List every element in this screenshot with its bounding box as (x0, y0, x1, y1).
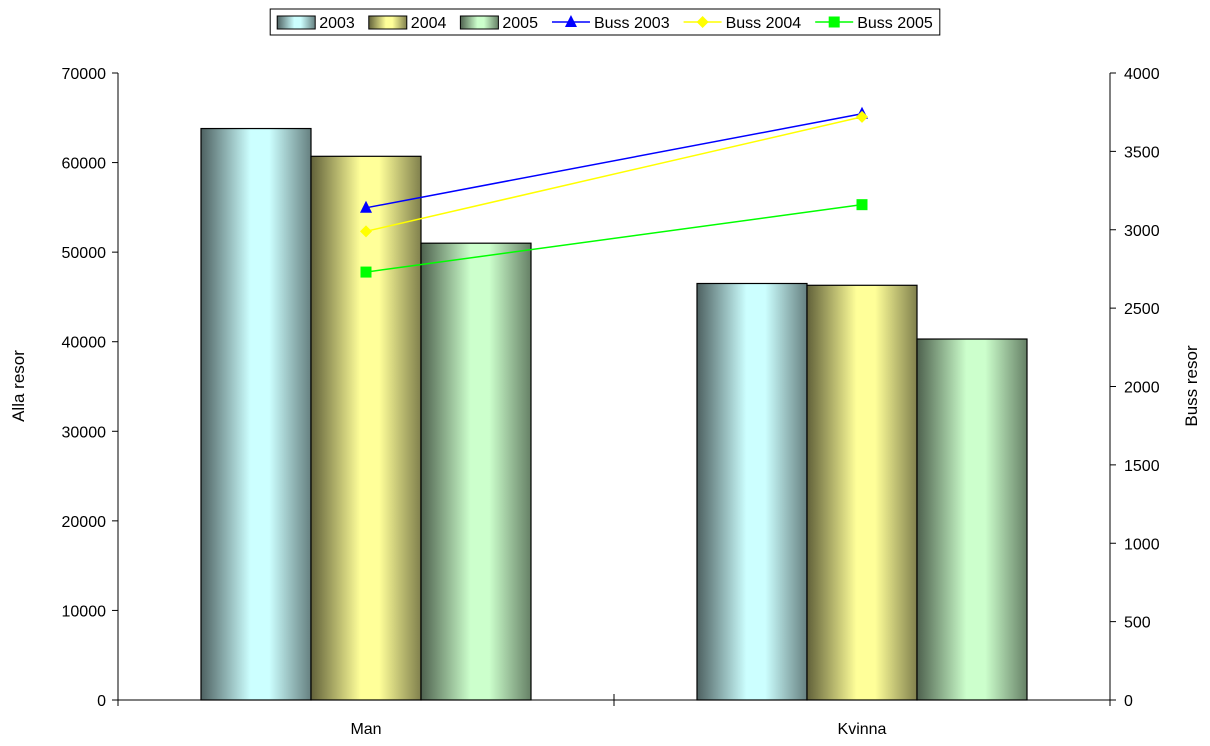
bar-2005-Kvinna (916, 338, 1028, 701)
legend: 2003 2004 2005 Buss 2003 Buss 2004 Buss 2005 (269, 8, 941, 36)
legend-item-2004: 2004 (368, 15, 447, 32)
y-tick-label: 10000 (62, 603, 107, 620)
legend-item-Buss 2004: Buss 2004 (683, 15, 802, 32)
legend-label: Buss 2003 (594, 15, 670, 32)
legend-marker-Buss 2005 (828, 16, 840, 28)
y2-tick-label: 0 (1124, 693, 1133, 710)
line-Buss 2003 (365, 113, 863, 209)
legend-label: Buss 2004 (726, 15, 802, 32)
y2-tick-label: 1500 (1124, 458, 1160, 475)
y2-tick-label: 500 (1124, 615, 1151, 632)
point-Buss 2004-Kvinna (856, 110, 868, 123)
y-axis-title: Alla resor (9, 350, 28, 422)
line-Buss 2004 (365, 116, 863, 233)
legend-item-Buss 2003: Buss 2003 (551, 15, 670, 32)
x-tick-label: Man (350, 721, 381, 738)
legend-label: 2004 (411, 15, 447, 32)
legend-label: Buss 2005 (857, 15, 933, 32)
line-Buss 2005 (365, 203, 863, 273)
bar-2003-Kvinna (696, 282, 808, 701)
bar-2004-Kvinna (806, 284, 918, 701)
legend-marker-Buss 2004 (696, 16, 709, 28)
y2-tick-label: 4000 (1124, 66, 1160, 83)
point-Buss 2005-Man (360, 266, 372, 278)
point-Buss 2004-Man (360, 225, 372, 238)
legend-label: 2005 (502, 15, 538, 32)
y2-axis-title: Buss resor (1182, 345, 1201, 427)
y-tick-label: 50000 (62, 245, 107, 262)
y-tick-label: 70000 (62, 66, 107, 83)
right-axis: 0 500 1000 1500 2000 2500 3000 3500 4000 (1109, 66, 1160, 710)
legend-label: 2003 (319, 15, 355, 32)
legend-item-2005: 2005 (459, 15, 538, 32)
left-axis: 0 10000 20000 30000 40000 50000 60000 70000 (62, 66, 119, 710)
y-tick-label: 30000 (62, 424, 107, 441)
point-Buss 2005-Kvinna (856, 199, 868, 211)
bars (200, 127, 1028, 701)
y2-tick-label: 2500 (1124, 301, 1160, 318)
legend-item-2003: 2003 (276, 15, 355, 32)
point-Buss 2003-Man (360, 200, 372, 213)
bar-2003-Man (200, 127, 312, 701)
y2-tick-label: 1000 (1124, 536, 1160, 553)
bar-2004-Man (310, 155, 422, 701)
bar-2005-Man (420, 242, 532, 701)
legend-item-Buss 2005: Buss 2005 (815, 15, 933, 32)
y-tick-label: 40000 (62, 335, 107, 352)
lines (360, 106, 868, 278)
x-tick-label: Kvinna (838, 721, 887, 738)
y2-tick-label: 3500 (1124, 144, 1160, 161)
legend-marker-Buss 2003 (564, 15, 577, 27)
y-tick-label: 20000 (62, 514, 107, 531)
y2-tick-label: 3000 (1124, 223, 1160, 240)
y2-tick-label: 2000 (1124, 380, 1160, 397)
y-tick-label: 60000 (62, 156, 107, 173)
y-tick-label: 0 (97, 693, 106, 710)
